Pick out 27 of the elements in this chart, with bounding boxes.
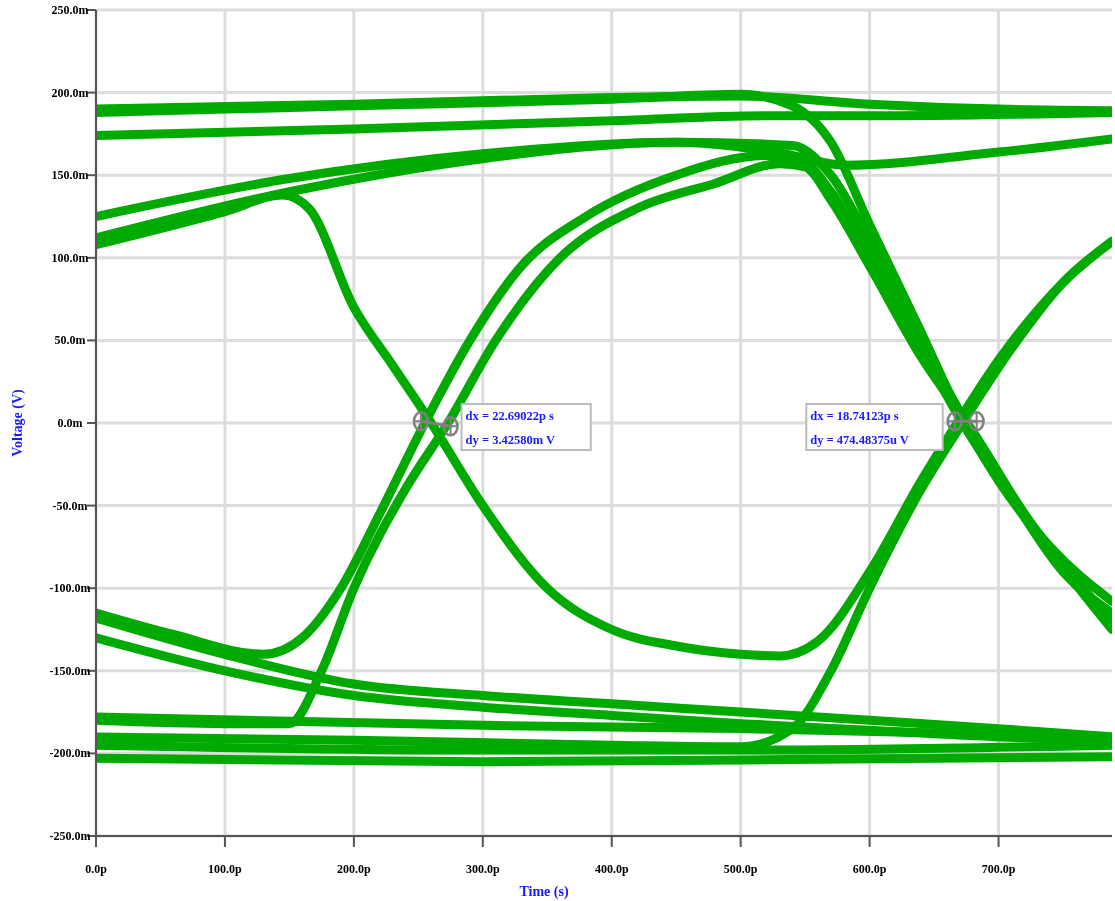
x-tick-label: 200.0p bbox=[337, 862, 372, 876]
y-tick-label: -50.0m bbox=[52, 498, 88, 513]
x-tick-label: 700.0p bbox=[981, 862, 1016, 876]
annotation: dy = 3.42580m V bbox=[465, 433, 556, 447]
annotation: dx = 18.74123p s bbox=[810, 409, 899, 423]
y-tick-label: 50.0m bbox=[54, 333, 86, 348]
x-tick-label: 0.0p bbox=[85, 862, 108, 876]
x-tick-label: 300.0p bbox=[465, 862, 500, 876]
y-tick-label: 100.0m bbox=[51, 250, 89, 265]
readout-box: dx = 22.69022p s dy = 3.42580m V bbox=[460, 403, 592, 451]
x-tick-label: 400.0p bbox=[594, 862, 629, 876]
y-tick-label: 250.0m bbox=[51, 3, 89, 17]
y-tick-label: 150.0m bbox=[51, 168, 89, 183]
x-tick-label: 600.0p bbox=[852, 862, 887, 876]
x-axis-title: Time (s) bbox=[519, 884, 569, 900]
y-axis-title: Voltage (V) bbox=[10, 388, 26, 457]
y-tick-label: 200.0m bbox=[51, 85, 89, 100]
x-tick-label: 500.0p bbox=[723, 862, 758, 876]
y-tick-label: -150.0m bbox=[49, 663, 91, 678]
annotation: dy = 474.48375u V bbox=[810, 433, 909, 447]
y-tick-label: 0.0m bbox=[57, 416, 83, 430]
y-tick-label: -250.0m bbox=[49, 829, 91, 843]
y-tick-label: -200.0m bbox=[49, 746, 91, 761]
readout-box: dx = 18.74123p s dy = 474.48375u V bbox=[805, 403, 944, 451]
x-tick-label: 100.0p bbox=[208, 862, 243, 876]
annotation: dx = 22.69022p s bbox=[465, 409, 555, 423]
y-tick-label: -100.0m bbox=[49, 581, 91, 596]
